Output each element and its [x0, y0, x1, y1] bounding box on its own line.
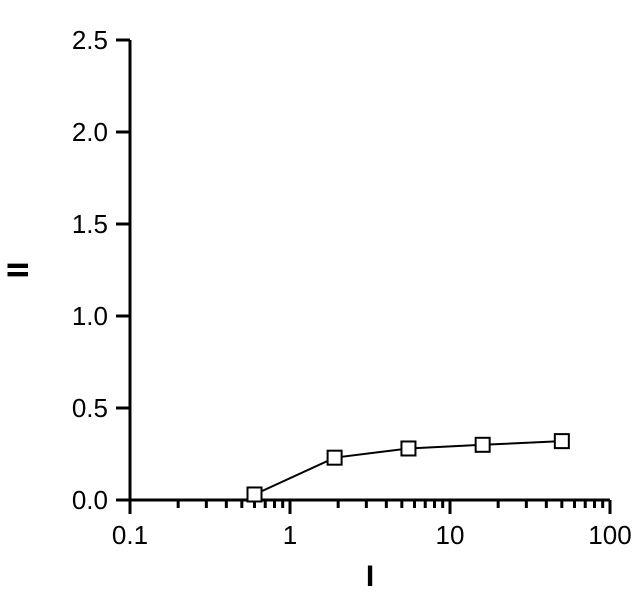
series-marker — [476, 438, 490, 452]
series-marker — [248, 487, 262, 501]
y-tick-label: 2.0 — [72, 117, 108, 147]
y-tick-label: 1.5 — [72, 209, 108, 239]
x-tick-label: 1 — [283, 520, 297, 550]
line-chart: 0.11101000.00.51.01.52.02.5III — [0, 0, 640, 616]
y-axis-label: II — [2, 262, 35, 279]
y-tick-label: 2.5 — [72, 25, 108, 55]
x-axis-label: I — [366, 560, 374, 593]
y-tick-label: 0.0 — [72, 485, 108, 515]
y-tick-label: 1.0 — [72, 301, 108, 331]
y-tick-label: 0.5 — [72, 393, 108, 423]
series-marker — [555, 434, 569, 448]
series-marker — [401, 441, 415, 455]
x-tick-label: 100 — [588, 520, 631, 550]
x-tick-label: 10 — [436, 520, 465, 550]
series-marker — [328, 451, 342, 465]
x-tick-label: 0.1 — [112, 520, 148, 550]
chart-container: 0.11101000.00.51.01.52.02.5III — [0, 0, 640, 616]
